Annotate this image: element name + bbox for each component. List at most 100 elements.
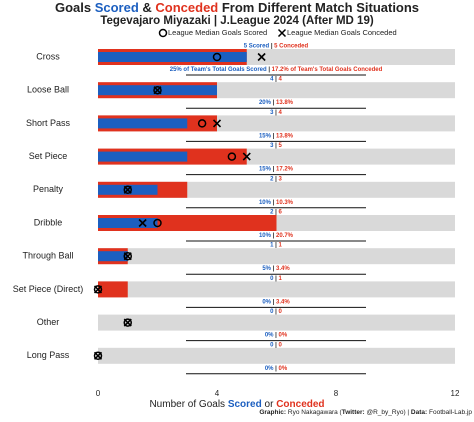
share-label: 20% | 13.8% (259, 100, 294, 106)
share-label: 0% | 0% (265, 332, 288, 338)
chart-title-part: Conceded (155, 0, 218, 15)
count-conceded: 5 (279, 143, 283, 149)
count-conceded: 1 (279, 275, 283, 281)
share-conceded: 17.2% of Team's Total Goals Conceded (272, 67, 383, 73)
separator: | (273, 365, 278, 371)
x-axis-label-part: Conceded (276, 399, 324, 410)
bar-scored (98, 151, 188, 162)
chart-title-part: Goals (55, 0, 95, 15)
y-tick-label: Set Piece (Direct) (13, 284, 84, 294)
share-scored: 10% (259, 233, 272, 239)
x-axis-label-part: Scored (228, 399, 262, 410)
count-conceded: 6 (279, 209, 283, 215)
share-scored: 15% (259, 133, 272, 139)
count-conceded: 0 (279, 309, 283, 315)
share-label: 15% | 13.8% (259, 133, 294, 139)
separator: | (271, 100, 276, 106)
separator: | (273, 342, 278, 348)
chart-title-part: From Different Match Situations (218, 0, 419, 15)
median-scored-marker (153, 85, 162, 95)
legend-label: League Median Goals Conceded (287, 28, 397, 37)
bar-scored (98, 218, 158, 228)
median-conceded-marker (242, 152, 251, 161)
median-scored-marker (212, 52, 222, 62)
median-scored-marker (227, 152, 237, 161)
x-axis-label-part: Number of Goals (149, 399, 227, 410)
count-conceded: 1 (279, 242, 283, 248)
x-tick-label: 4 (215, 389, 220, 398)
caption-part: Graphic: (259, 409, 286, 416)
y-tick-label: Set Piece (29, 151, 68, 161)
background-bar (98, 314, 455, 331)
legend-marker (158, 28, 168, 38)
legend-marker (277, 28, 287, 38)
median-conceded-marker (138, 218, 147, 228)
share-label: 15% | 17.2% (259, 166, 294, 172)
count-label: 0 | 1 (270, 275, 282, 281)
separator: | (273, 76, 278, 82)
share-scored: 15% (259, 166, 272, 172)
count-conceded: 5 Conceded (274, 43, 308, 49)
count-scored: 0 (270, 342, 274, 348)
count-scored: 5 Scored (244, 43, 270, 49)
separator: | (273, 176, 278, 182)
background-bar (98, 347, 455, 364)
median-scored-marker (123, 251, 132, 261)
y-tick-label: Long Pass (27, 350, 70, 360)
share-scored: 0% (262, 299, 271, 305)
separator: | (273, 332, 278, 338)
separator: | (271, 266, 276, 272)
count-label: 0 | 0 (270, 309, 282, 315)
count-label: 5 Scored | 5 Conceded (244, 43, 309, 49)
caption-part: Ryo Nakagawara ( (286, 409, 342, 416)
count-scored: 3 (270, 143, 274, 149)
count-conceded: 4 (279, 109, 283, 115)
y-tick-label: Through Ball (22, 251, 73, 261)
share-label: 10% | 10.3% (259, 199, 294, 205)
count-scored: 0 (270, 309, 274, 315)
chart-title-part: Scored (95, 0, 139, 15)
count-label: 4 | 4 (270, 76, 282, 82)
separator: | (269, 43, 274, 49)
share-label: 5% | 3.4% (262, 266, 290, 272)
y-tick-label: Other (37, 317, 60, 327)
y-tick-label: Dribble (34, 217, 63, 227)
share-conceded: 13.8% (276, 100, 294, 106)
count-scored: 2 (270, 176, 274, 182)
median-scored-marker (93, 351, 103, 361)
separator: | (271, 166, 276, 172)
chart-title: Goals Scored & Conceded From Different M… (55, 0, 419, 15)
median-conceded-marker (212, 119, 222, 128)
share-conceded: 17.2% (276, 166, 294, 172)
count-scored: 2 (270, 209, 274, 215)
count-scored: 1 (270, 242, 274, 248)
count-label: 0 | 0 (270, 342, 282, 348)
background-bar (98, 248, 455, 265)
share-conceded: 3.4% (276, 266, 290, 272)
bar-scored (98, 52, 247, 62)
share-label: 0% | 3.4% (262, 299, 290, 305)
count-conceded: 0 (279, 342, 283, 348)
x-tick-label: 0 (96, 389, 101, 398)
share-label: 10% | 20.7% (259, 233, 294, 239)
count-label: 3 | 4 (270, 109, 282, 115)
y-tick-label: Short Pass (26, 118, 71, 128)
median-scored-marker (123, 185, 132, 195)
median-scored-marker (153, 218, 162, 228)
count-scored: 3 (270, 109, 274, 115)
bar-scored (98, 251, 128, 262)
separator: | (273, 309, 278, 315)
separator: | (273, 109, 278, 115)
y-tick-label: Loose Ball (27, 85, 69, 95)
share-label: 0% | 0% (265, 365, 288, 371)
share-conceded: 20.7% (276, 233, 294, 239)
count-scored: 0 (270, 275, 274, 281)
count-label: 1 | 1 (270, 242, 282, 248)
count-label: 3 | 5 (270, 143, 282, 149)
share-conceded: 0% (279, 365, 288, 371)
chart-subtitle: Tegevajaro Miyazaki | J.League 2024 (Aft… (100, 15, 374, 27)
share-scored: 20% (259, 100, 272, 106)
separator: | (271, 133, 276, 139)
y-tick-label: Cross (36, 51, 60, 61)
